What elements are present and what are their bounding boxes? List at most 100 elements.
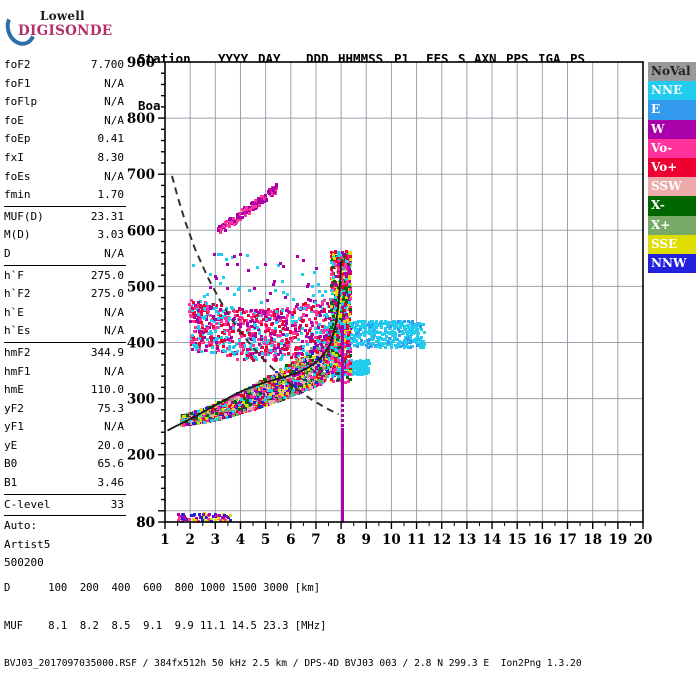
scatter-point	[198, 342, 201, 345]
scatter-point	[228, 415, 231, 418]
scatter-point	[231, 398, 234, 401]
scatter-point	[193, 313, 196, 316]
scatter-point	[278, 389, 281, 392]
scatter-point	[307, 304, 310, 307]
scatter-point	[269, 349, 272, 352]
scatter-point	[270, 332, 273, 335]
scatter-point	[291, 394, 294, 397]
scatter-point	[288, 364, 291, 367]
scatter-point	[268, 384, 271, 387]
scatter-point	[197, 313, 200, 316]
scatter-point	[213, 351, 216, 354]
scatter-point	[245, 401, 248, 404]
scatter-point	[298, 317, 301, 320]
scatter-point	[331, 356, 334, 359]
scatter-point	[319, 352, 322, 355]
scatter-point	[238, 401, 241, 404]
scatter-point	[260, 387, 263, 390]
scatter-point	[258, 401, 261, 404]
scatter-point	[196, 318, 199, 321]
scatter-point	[293, 308, 296, 311]
scatter-point	[356, 335, 359, 338]
scatter-point	[364, 327, 367, 330]
scatter-point	[264, 338, 267, 341]
scatter-point	[292, 377, 295, 380]
scatter-point	[393, 327, 396, 330]
scatter-point	[209, 336, 212, 339]
scatter-point	[182, 424, 185, 427]
scatter-point	[195, 417, 198, 420]
scatter-point	[281, 370, 284, 373]
scatter-point	[316, 373, 319, 376]
scatter-point	[228, 331, 231, 334]
scatter-point	[240, 335, 243, 338]
scatter-point	[279, 398, 282, 401]
scatter-point	[220, 412, 223, 415]
scatter-point	[292, 331, 295, 334]
scatter-point	[197, 309, 200, 312]
scatter-point	[260, 338, 263, 341]
scatter-point	[319, 331, 322, 334]
scatter-point	[316, 351, 319, 354]
scatter-point	[302, 313, 305, 316]
scatter-point	[270, 323, 273, 326]
scatter-point	[319, 335, 322, 338]
scatter-point	[286, 392, 289, 395]
scatter-point	[195, 338, 198, 341]
scatter-point	[274, 388, 277, 391]
scatter-point	[209, 330, 212, 333]
scatter-point	[202, 341, 205, 344]
scatter-point	[360, 320, 363, 323]
scatter-point	[353, 365, 356, 368]
scatter-point	[212, 325, 215, 328]
scatter-point	[222, 345, 225, 348]
scatter-point	[418, 322, 421, 325]
scatter-point	[278, 325, 281, 328]
scatter-point	[279, 319, 282, 322]
scatter-point	[416, 329, 419, 332]
scatter-point	[294, 336, 297, 339]
scatter-point	[273, 354, 276, 357]
scatter-point	[226, 354, 229, 357]
scatter-point	[268, 318, 271, 321]
scatter-point	[356, 342, 359, 345]
scatter-point	[305, 324, 308, 327]
scatter-point	[322, 331, 325, 334]
scatter-point	[279, 334, 282, 337]
scatter-point	[261, 346, 264, 349]
scatter-point	[242, 394, 245, 397]
scatter-point	[344, 303, 347, 306]
scatter-point	[388, 321, 391, 324]
scatter-point	[297, 365, 300, 368]
scatter-point	[292, 389, 295, 392]
scatter-point	[267, 389, 270, 392]
scatter-point	[314, 327, 317, 330]
scatter-point	[301, 364, 304, 367]
scatter-point	[331, 371, 334, 374]
scatter-point	[365, 371, 368, 374]
scatter-point	[283, 396, 286, 399]
scatter-point	[331, 349, 334, 352]
scatter-point	[289, 378, 292, 381]
scatter-point	[201, 324, 204, 327]
scatter-point	[199, 318, 202, 321]
scatter-point	[238, 316, 241, 319]
scatter-point	[331, 266, 334, 269]
scatter-point	[320, 377, 323, 380]
scatter-point	[420, 336, 423, 339]
scatter-point	[348, 268, 351, 271]
scatter-point	[294, 348, 297, 351]
scatter-point	[330, 305, 333, 308]
scatter-point	[326, 341, 329, 344]
scatter-point	[362, 342, 365, 345]
scatter-point	[210, 319, 213, 322]
scatter-point	[287, 310, 290, 313]
scatter-point	[200, 321, 203, 324]
scatter-point	[345, 313, 348, 316]
scatter-point	[241, 351, 244, 354]
scatter-point	[238, 411, 241, 414]
scatter-point	[231, 340, 234, 343]
scatter-point	[272, 392, 275, 395]
